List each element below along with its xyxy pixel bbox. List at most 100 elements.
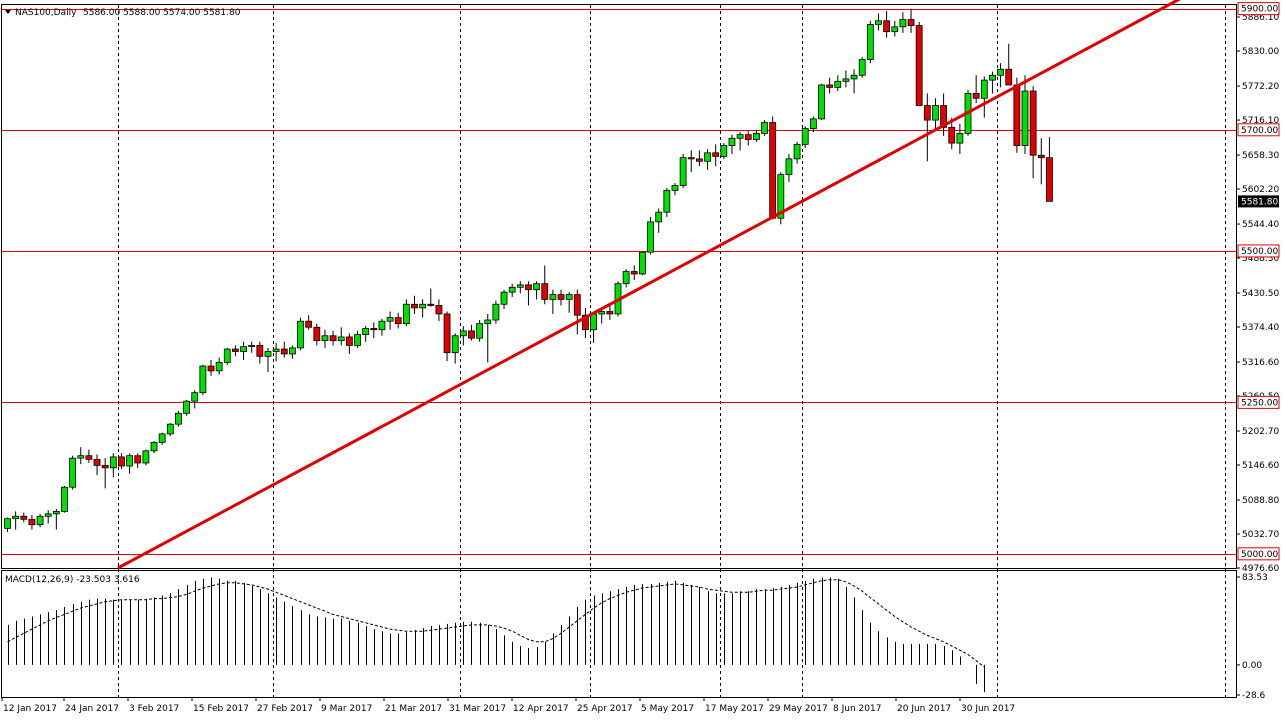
bear-candle	[256, 345, 264, 357]
bull-candle	[508, 286, 516, 293]
bull-candle	[337, 336, 345, 341]
time-tick-label: 8 Jun 2017	[833, 704, 881, 714]
bear-candle	[940, 105, 947, 128]
time-tick-label: 27 Feb 2017	[257, 704, 313, 714]
bull-candle	[321, 335, 329, 341]
bull-candle	[801, 128, 809, 145]
bear-candle	[541, 283, 549, 300]
bull-candle	[891, 26, 899, 33]
bull-candle	[785, 158, 793, 176]
bear-candle	[696, 158, 703, 162]
bear-candle	[630, 271, 638, 275]
bull-candle	[704, 152, 711, 162]
bull-candle	[590, 313, 597, 331]
bull-candle	[378, 320, 386, 331]
bull-candle	[997, 68, 1004, 76]
bear-candle	[443, 313, 451, 354]
macd-series	[7, 577, 985, 693]
bull-candle	[44, 513, 52, 517]
trend-line	[117, 0, 1181, 570]
bull-candle	[1021, 90, 1029, 146]
price-tick-label: 5602.20	[1242, 185, 1279, 195]
symbol-dropdown-icon[interactable]	[5, 10, 11, 14]
bull-candle	[720, 145, 728, 157]
bull-candle	[565, 294, 573, 300]
bull-candle	[663, 189, 671, 213]
bull-candle	[866, 23, 874, 60]
bull-candle	[52, 511, 60, 515]
level-price-label: 5700.00	[1241, 126, 1278, 136]
bear-candle	[411, 303, 418, 309]
bull-candle	[655, 211, 663, 223]
bull-candle	[875, 20, 882, 25]
bear-candle	[573, 294, 581, 316]
macd-axis: 83.53 0.00 -28.6	[1236, 573, 1268, 701]
bear-candle	[93, 458, 101, 466]
bull-candle	[761, 122, 768, 134]
bull-candle	[183, 400, 190, 414]
bull-candle	[77, 455, 85, 459]
bull-candle	[980, 79, 988, 99]
bull-candle	[215, 362, 223, 372]
bull-candle	[223, 348, 231, 363]
bear-candle	[769, 122, 777, 219]
bull-candle	[842, 78, 850, 82]
bull-candle	[354, 334, 361, 346]
bear-candle	[948, 126, 956, 144]
bull-candle	[272, 348, 280, 352]
bull-candle	[419, 303, 427, 309]
bear-candle	[972, 93, 980, 99]
bull-candle	[679, 157, 687, 186]
bull-candle	[166, 423, 174, 435]
macd-tick-label: 0.00	[1242, 661, 1262, 671]
bear-candle	[744, 134, 752, 140]
bear-candle	[28, 518, 36, 526]
current-price-label: 5581.80	[1241, 197, 1278, 207]
bull-candle	[899, 19, 907, 28]
bear-candle	[101, 464, 109, 469]
level-price-tag	[1237, 395, 1280, 409]
bull-candle	[549, 294, 557, 300]
bear-candle	[468, 330, 475, 339]
bear-candle	[826, 84, 834, 88]
bull-candle	[809, 118, 817, 129]
bull-candle	[752, 133, 760, 140]
bull-candle	[240, 346, 247, 352]
bear-candle	[923, 105, 931, 121]
bull-candle	[598, 311, 606, 315]
vertical-separators	[118, 5, 1226, 697]
bull-candle	[476, 323, 484, 339]
main-panel-frame	[1, 4, 1237, 569]
price-axis: 5886.10 5830.00 5772.20 5716.10 5658.30 5602.…	[1236, 2, 1280, 574]
level-price-tag	[1237, 244, 1280, 258]
price-tick-label: 5146.60	[1242, 461, 1279, 471]
bull-candle	[451, 335, 459, 354]
bear-candle	[329, 335, 337, 341]
bull-candle	[297, 320, 304, 349]
bull-candle	[158, 433, 166, 443]
bear-candle	[85, 455, 93, 460]
bull-candle	[777, 174, 785, 219]
bull-candle	[484, 319, 492, 325]
bull-candle	[671, 185, 679, 191]
time-tick-label: 21 Mar 2017	[385, 704, 442, 714]
bull-candle	[61, 486, 68, 512]
bull-candle	[402, 303, 410, 325]
bull-candle	[264, 351, 272, 357]
bear-candle	[435, 305, 443, 315]
price-tick-label: 4976.60	[1242, 564, 1279, 574]
bear-candle	[134, 455, 142, 464]
macd-panel-frame	[1, 570, 1237, 698]
bull-candle	[4, 518, 11, 529]
level-price-label: 5000.00	[1241, 550, 1278, 560]
time-tick-label: 5 May 2017	[641, 704, 694, 714]
bear-candle	[1037, 154, 1045, 159]
bull-candle	[126, 455, 133, 467]
price-tick-label: 5088.80	[1242, 496, 1279, 506]
price-tick-label: 5830.00	[1242, 47, 1279, 57]
price-tick-label: 5202.70	[1242, 427, 1279, 437]
bull-candle	[728, 137, 736, 146]
price-tick-label: 5488.30	[1242, 254, 1279, 264]
level-price-label: 5250.00	[1241, 398, 1278, 408]
